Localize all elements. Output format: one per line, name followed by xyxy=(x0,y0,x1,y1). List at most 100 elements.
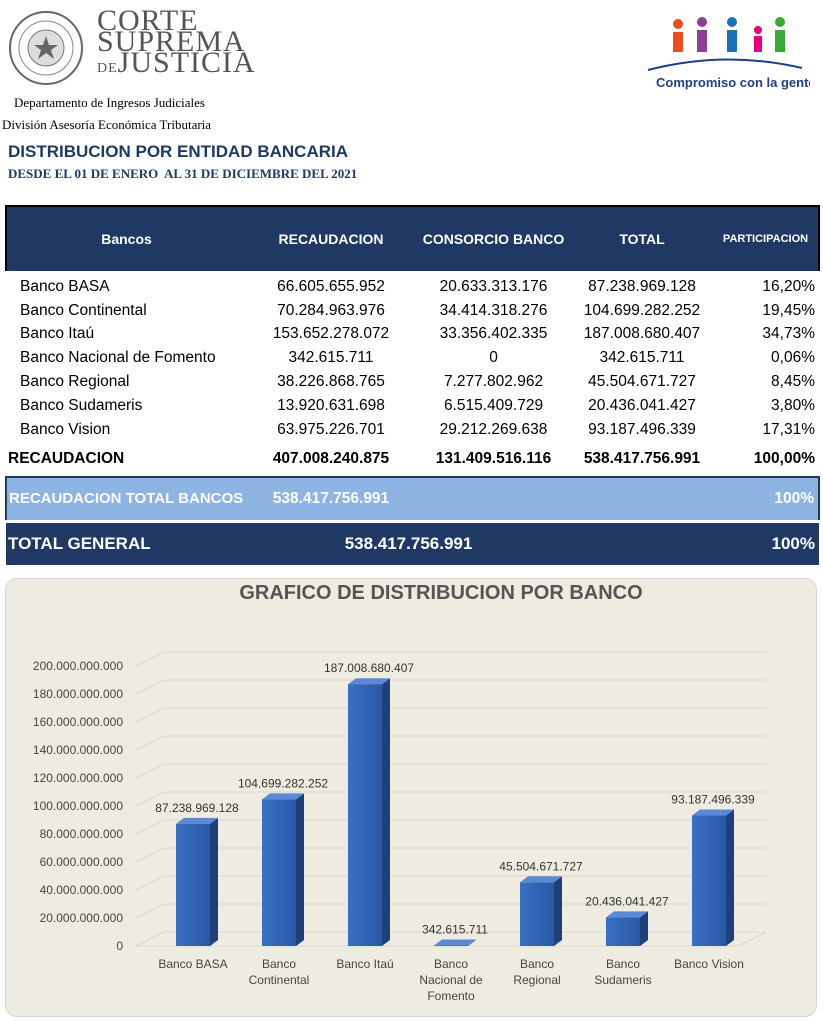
grid-line xyxy=(135,903,766,919)
table-cell: Banco Regional xyxy=(20,373,130,391)
bar-side xyxy=(726,809,734,946)
table-cell: Banco BASA xyxy=(20,277,110,295)
bar-side xyxy=(640,911,648,946)
bar-side xyxy=(296,793,304,946)
org-line: JUSTICIA xyxy=(117,46,256,79)
table-cell: 38.226.868.765 xyxy=(277,373,385,391)
grid-line xyxy=(135,707,766,723)
table-cell: 538.417.756.991 xyxy=(583,449,701,467)
y-tick-label: 100.000.000.000 xyxy=(33,799,123,813)
y-tick-label: 120.000.000.000 xyxy=(33,771,123,785)
y-tick-label: 80.000.000.000 xyxy=(40,827,124,841)
bar xyxy=(348,684,382,946)
bar-top xyxy=(520,876,562,883)
table-cell: Banco Continental xyxy=(20,301,147,319)
table-cell: 8,45% xyxy=(771,373,815,391)
slogan: Compromiso con la gente xyxy=(656,75,810,90)
y-tick-label: 200.000.000.000 xyxy=(33,659,123,673)
grid-line xyxy=(135,847,766,863)
bar xyxy=(606,917,640,946)
table-row: Banco Itaú 153.652.278.072 33.356.402.335 1… xyxy=(6,323,819,347)
bar-top xyxy=(606,911,648,918)
table-cell: 153.652.278.072 xyxy=(272,325,390,343)
bar-side xyxy=(468,939,476,946)
column-header: CONSORCIO BANCO xyxy=(416,205,571,271)
chart-panel: GRAFICO DE DISTRIBUCION POR BANCO 0 20.00… xyxy=(5,578,817,1017)
grid-line xyxy=(135,875,766,891)
bar-top xyxy=(434,939,476,946)
bar-top xyxy=(692,809,734,816)
table-row: Banco Continental 70.284.963.976 34.414.31… xyxy=(6,299,819,323)
table-row: Banco BASA 66.605.655.952 20.633.313.176 87… xyxy=(6,275,819,299)
table-cell: 87.238.969.128 xyxy=(588,277,696,295)
subtitle: DESDE EL 01 DE ENERO AL 31 DE DICIEMBRE … xyxy=(8,166,358,181)
general-total-row: TOTAL GENERAL 538.417.756.991 100% xyxy=(6,519,819,565)
table-cell: 93.187.496.339 xyxy=(588,420,696,438)
column-header: TOTAL xyxy=(571,205,713,271)
department: Departamento de Ingresos Judiciales xyxy=(14,95,205,110)
table-cell: 100,00% xyxy=(753,449,815,467)
table-cell: 33.356.402.335 xyxy=(439,325,548,343)
table-cell: 45.504.671.727 xyxy=(588,373,696,391)
data-label: 93.187.496.339 xyxy=(671,793,755,807)
table-cell: 538.417.756.991 xyxy=(246,475,416,522)
y-tick-label: 20.000.000.000 xyxy=(40,911,124,925)
grid-line xyxy=(135,819,766,835)
org-line: CORTE xyxy=(97,4,199,37)
bar-side xyxy=(210,817,218,946)
table-cell: 538.417.756.991 xyxy=(246,519,571,565)
table-cell: 0,06% xyxy=(771,349,815,367)
table-cell: 0 xyxy=(489,349,498,367)
table-cell: Banco Itaú xyxy=(20,325,95,343)
table-cell: 13.920.631.698 xyxy=(277,396,385,414)
grid-line xyxy=(135,791,766,807)
campaign-logo: Compromiso con la gente xyxy=(647,17,810,90)
table-cell: 407.008.240.875 xyxy=(272,449,390,467)
y-tick-label: 60.000.000.000 xyxy=(40,855,124,869)
grid-line xyxy=(135,735,766,751)
table-cell: 100% xyxy=(416,475,820,522)
x-tick-label: Banco Nacional de Fomento xyxy=(419,957,483,1003)
column-header: Bancos xyxy=(5,205,246,271)
bar-side xyxy=(554,876,562,946)
table-cell: 342.615.711 xyxy=(599,349,685,367)
table-cell: 34,73% xyxy=(762,325,815,343)
x-tick-label: Banco Vision xyxy=(674,957,744,971)
grid-line xyxy=(135,651,766,667)
bar xyxy=(520,882,554,946)
table-cell: 29.212.269.638 xyxy=(439,420,548,438)
x-tick-label: Banco Regional xyxy=(513,957,561,987)
division: División Asesoría Económica Tributaria xyxy=(2,117,212,132)
table-cell: Banco Vision xyxy=(20,420,111,438)
table-row: Banco Sudameris 13.920.631.698 6.515.409.7… xyxy=(6,394,819,418)
bar-top xyxy=(176,817,218,824)
table-cell: 6.515.409.729 xyxy=(443,396,544,414)
chart-title: GRAFICO DE DISTRIBUCION POR BANCO xyxy=(239,582,642,604)
table-row: Banco Vision 63.975.226.701 29.212.269.638… xyxy=(6,418,819,442)
y-tick-label: 0 xyxy=(116,939,123,953)
org-line: DE xyxy=(97,61,118,76)
y-tick-label: 160.000.000.000 xyxy=(33,715,123,729)
bank-table: Bancos RECAUDACION CONSORCIO BANCO TOTAL PAR… xyxy=(5,205,820,565)
table-cell: 342.615.711 xyxy=(288,349,374,367)
table-cell: 131.409.516.116 xyxy=(435,449,552,467)
bar-top xyxy=(348,678,390,685)
table-cell: RECAUDACION xyxy=(8,449,125,467)
table-cell: RECAUDACION TOTAL BANCOS xyxy=(5,475,246,522)
table-cell: 70.284.963.976 xyxy=(277,301,385,319)
bar-side xyxy=(382,678,390,946)
table-cell: Banco Sudameris xyxy=(20,396,143,414)
table-cell: 16,20% xyxy=(762,277,815,295)
table-cell: 19,45% xyxy=(762,301,815,319)
table-cell: TOTAL GENERAL xyxy=(6,519,246,565)
data-label: 20.436.041.427 xyxy=(585,894,669,908)
grid-line xyxy=(135,679,766,695)
table-cell: 100% xyxy=(571,519,819,565)
org-name: CORTE SUPREMA DEJUSTICIA xyxy=(97,4,256,79)
y-tick-label: 40.000.000.000 xyxy=(40,883,124,897)
column-header: RECAUDACION xyxy=(246,205,416,271)
chart: GRAFICO DE DISTRIBUCION POR BANCO 0 20.00… xyxy=(33,582,767,953)
y-tick-label: 180.000.000.000 xyxy=(33,687,123,701)
x-tick-label: Banco BASA xyxy=(158,957,228,971)
total-row: RECAUDACION 407.008.240.875 131.409.516.11… xyxy=(6,446,819,472)
